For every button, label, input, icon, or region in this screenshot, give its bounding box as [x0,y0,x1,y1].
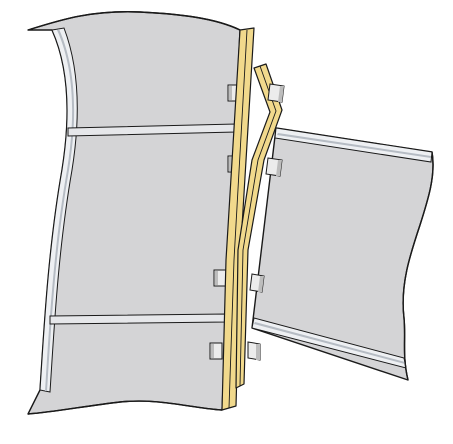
left-column-bottom-break-line [27,400,223,415]
right-beam-bottom-flange-shade [254,322,405,364]
right-bolt-2 [265,157,283,177]
left-column-flange [39,27,78,393]
right-beam [251,127,434,381]
left-splice-plate-edge [228,29,248,409]
left-splice-plate [221,27,255,411]
left-column-lower-stiffener [49,313,227,325]
left-column [27,11,241,415]
right-beam-top-flange-shade [277,133,431,158]
right-beam-break-line [402,151,434,381]
right-bolt-1 [267,83,285,103]
right-bolt-4 [247,341,261,361]
right-bolt-3 [249,273,265,293]
left-column-flange-shade [45,29,75,391]
right-bolts [247,83,285,361]
left-column-top-break-line [27,11,241,31]
left-bolt-4 [209,342,223,360]
left-bolt-3 [213,269,227,287]
